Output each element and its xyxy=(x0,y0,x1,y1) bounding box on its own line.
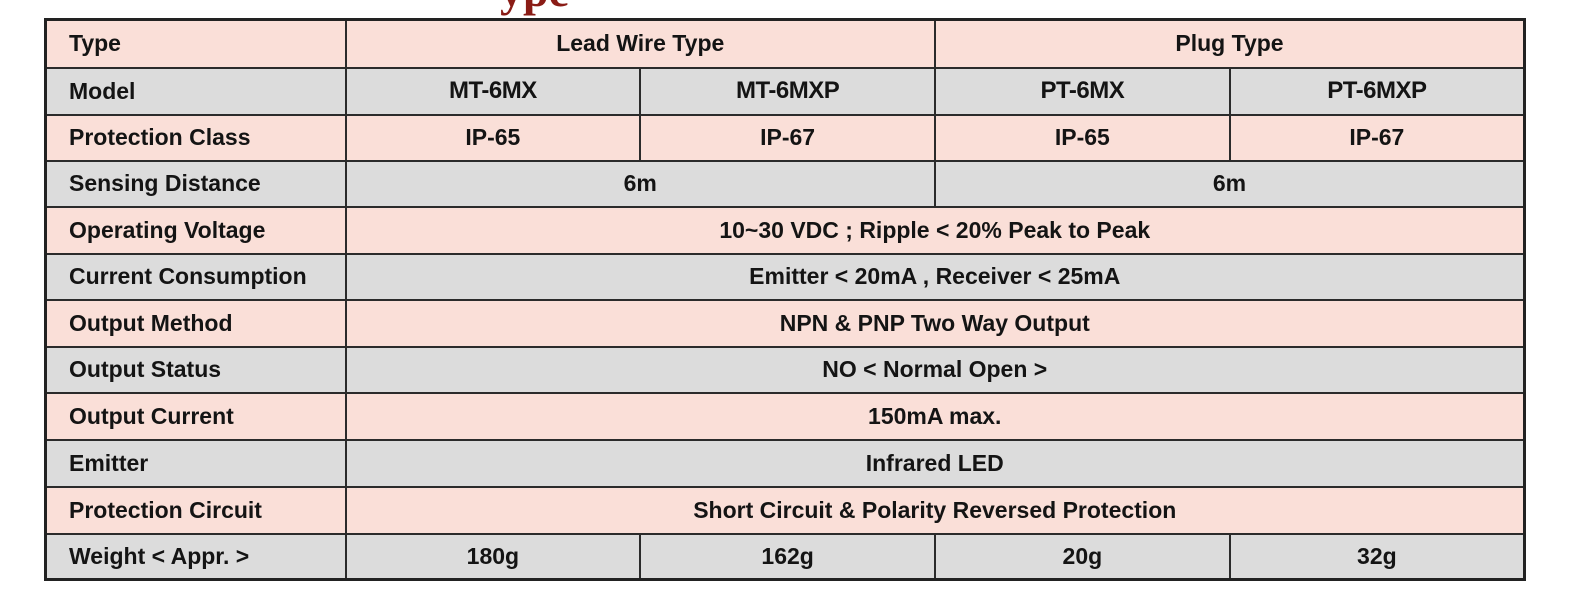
cell-model: MT-6MX xyxy=(344,66,642,116)
row-sensing-distance: Sensing Distance 6m 6m xyxy=(44,159,1526,208)
cell-model: PT-6MXP xyxy=(1228,66,1526,116)
row-operating-voltage: Operating Voltage 10~30 VDC ; Ripple < 2… xyxy=(44,205,1526,255)
row-label: Current Consumption xyxy=(44,252,347,301)
row-type: Type Lead Wire Type Plug Type xyxy=(44,18,1526,69)
cell-weight: 162g xyxy=(639,532,936,581)
row-label: Operating Voltage xyxy=(44,205,347,255)
cell-protection-circuit: Short Circuit & Polarity Reversed Protec… xyxy=(344,485,1526,535)
row-label: Output Current xyxy=(44,391,347,441)
cell-plug-type: Plug Type xyxy=(934,18,1526,69)
cell-output-current: 150mA max. xyxy=(344,391,1526,441)
row-emitter: Emitter Infrared LED xyxy=(44,438,1526,488)
row-label: Protection Circuit xyxy=(44,485,347,535)
row-label: Model xyxy=(44,66,347,116)
cell-sensing-distance: 6m xyxy=(934,159,1526,208)
cell-weight: 180g xyxy=(344,532,642,581)
specification-table: Type Lead Wire Type Plug Type Model MT-6… xyxy=(44,18,1526,581)
cell-weight: 20g xyxy=(934,532,1231,581)
row-label: Output Method xyxy=(44,298,347,348)
row-protection-circuit: Protection Circuit Short Circuit & Polar… xyxy=(44,485,1526,535)
cell-weight: 32g xyxy=(1228,532,1526,581)
section-heading-fragment: ype xyxy=(500,0,569,14)
cell-operating-voltage: 10~30 VDC ; Ripple < 20% Peak to Peak xyxy=(344,205,1526,255)
cell-emitter: Infrared LED xyxy=(344,438,1526,488)
cell-model: MT-6MXP xyxy=(639,66,936,116)
row-label: Type xyxy=(44,18,347,69)
row-label: Weight < Appr. > xyxy=(44,532,347,581)
row-output-method: Output Method NPN & PNP Two Way Output xyxy=(44,298,1526,348)
cell-protection-class: IP-67 xyxy=(639,113,936,162)
cell-protection-class: IP-65 xyxy=(934,113,1231,162)
row-output-status: Output Status NO < Normal Open > xyxy=(44,345,1526,394)
row-protection-class: Protection Class IP-65 IP-67 IP-65 IP-67 xyxy=(44,113,1526,162)
row-weight: Weight < Appr. > 180g 162g 20g 32g xyxy=(44,532,1526,581)
row-current-consumption: Current Consumption Emitter < 20mA , Rec… xyxy=(44,252,1526,301)
cell-model: PT-6MX xyxy=(934,66,1231,116)
cell-lead-wire-type: Lead Wire Type xyxy=(344,18,936,69)
row-label: Sensing Distance xyxy=(44,159,347,208)
row-label: Emitter xyxy=(44,438,347,488)
row-label: Output Status xyxy=(44,345,347,394)
cell-sensing-distance: 6m xyxy=(344,159,936,208)
cell-output-method: NPN & PNP Two Way Output xyxy=(344,298,1526,348)
cell-current-consumption: Emitter < 20mA , Receiver < 25mA xyxy=(344,252,1526,301)
row-output-current: Output Current 150mA max. xyxy=(44,391,1526,441)
cell-output-status: NO < Normal Open > xyxy=(344,345,1526,394)
row-label: Protection Class xyxy=(44,113,347,162)
row-model: Model MT-6MX MT-6MXP PT-6MX PT-6MXP xyxy=(44,66,1526,116)
cell-protection-class: IP-65 xyxy=(344,113,642,162)
cell-protection-class: IP-67 xyxy=(1228,113,1526,162)
